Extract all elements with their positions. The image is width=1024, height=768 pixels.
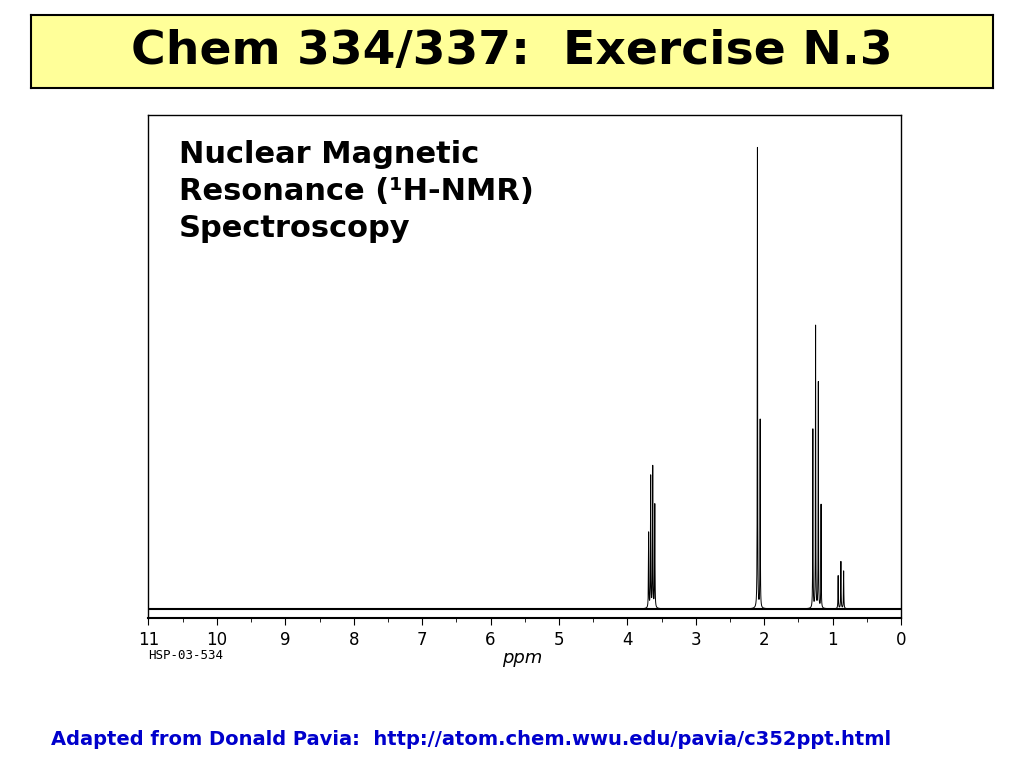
Text: Chem 334/337:  Exercise N.3: Chem 334/337: Exercise N.3 (131, 29, 893, 74)
Text: HSP-03-534: HSP-03-534 (148, 649, 223, 662)
Text: Adapted from Donald Pavia:  http://atom.chem.wwu.edu/pavia/c352ppt.html: Adapted from Donald Pavia: http://atom.c… (51, 730, 891, 749)
Text: Nuclear Magnetic
Resonance (¹H-NMR)
Spectroscopy: Nuclear Magnetic Resonance (¹H-NMR) Spec… (178, 141, 534, 243)
Text: ppm: ppm (502, 649, 543, 667)
